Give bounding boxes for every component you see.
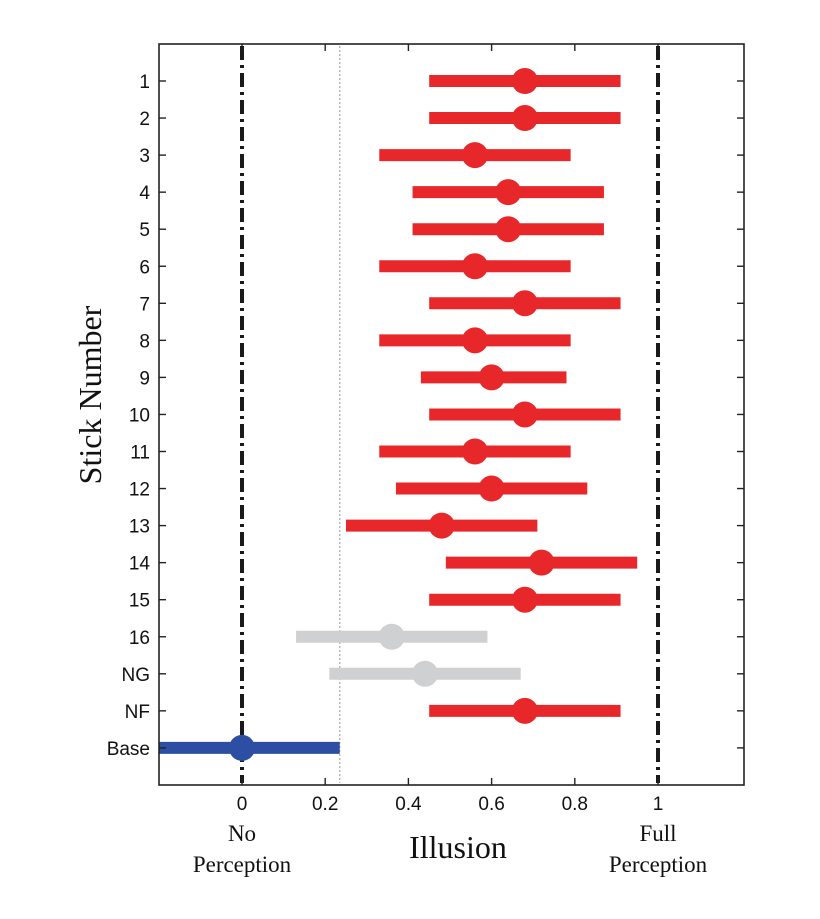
plot-area: [240, 46, 660, 783]
x-tick-label-0: 0: [237, 794, 248, 815]
mean-point-12: [478, 475, 505, 502]
y-tick-label-14: 14: [129, 554, 151, 575]
data-marks: [159, 68, 638, 761]
x-tick-label-3: 0.6: [478, 794, 504, 815]
mean-point-7: [511, 290, 538, 317]
y-tick-label-6: 6: [139, 257, 150, 278]
x-axis-title: Illusion: [409, 829, 507, 865]
y-tick-label-NG: NG: [122, 665, 151, 686]
y-tick-label-4: 4: [139, 183, 150, 204]
mean-point-1: [511, 68, 538, 94]
mean-point-NG: [412, 660, 439, 687]
mean-point-Base: [229, 734, 255, 761]
mean-point-8: [461, 327, 488, 354]
y-tick-label-1: 1: [139, 72, 150, 93]
y-tick-label-10: 10: [129, 405, 150, 426]
y-tick-label-Base: Base: [107, 739, 150, 760]
no-perception-line-1: No: [228, 821, 256, 846]
no-perception-line-2: Perception: [193, 852, 292, 877]
mean-point-10: [511, 401, 538, 428]
mean-point-13: [428, 512, 455, 539]
y-axis-title: Stick Number: [72, 305, 108, 484]
x-tick-label-2: 0.4: [395, 794, 422, 815]
y-tick-label-7: 7: [139, 294, 150, 315]
x-tick-label-5: 1: [653, 794, 664, 815]
y-tick-label-15: 15: [129, 591, 150, 612]
mean-point-16: [378, 623, 405, 650]
y-tick-label-16: 16: [129, 628, 150, 649]
mean-point-NF: [511, 697, 538, 724]
y-tick-label-9: 9: [139, 368, 150, 389]
y-tick-label-13: 13: [129, 517, 150, 538]
y-tick-label-12: 12: [129, 480, 150, 501]
y-tick-label-8: 8: [139, 331, 150, 352]
x-tick-label-1: 0.2: [312, 794, 338, 815]
full-perception-line-1: Full: [639, 821, 676, 846]
mean-point-6: [461, 253, 488, 280]
mean-point-5: [495, 216, 522, 243]
y-tick-label-NF: NF: [125, 702, 150, 723]
mean-point-9: [478, 364, 505, 391]
mean-point-15: [511, 586, 538, 613]
mean-point-4: [495, 179, 522, 206]
mean-point-11: [461, 438, 488, 465]
full-perception-line-2: Perception: [609, 852, 708, 877]
mean-point-14: [528, 549, 555, 576]
y-tick-label-5: 5: [139, 220, 150, 241]
y-tick-label-2: 2: [139, 109, 150, 130]
x-tick-label-4: 0.8: [562, 794, 588, 815]
y-tick-label-3: 3: [139, 146, 150, 167]
y-tick-label-11: 11: [130, 443, 150, 464]
mean-point-3: [461, 142, 488, 169]
mean-point-2: [511, 105, 538, 132]
